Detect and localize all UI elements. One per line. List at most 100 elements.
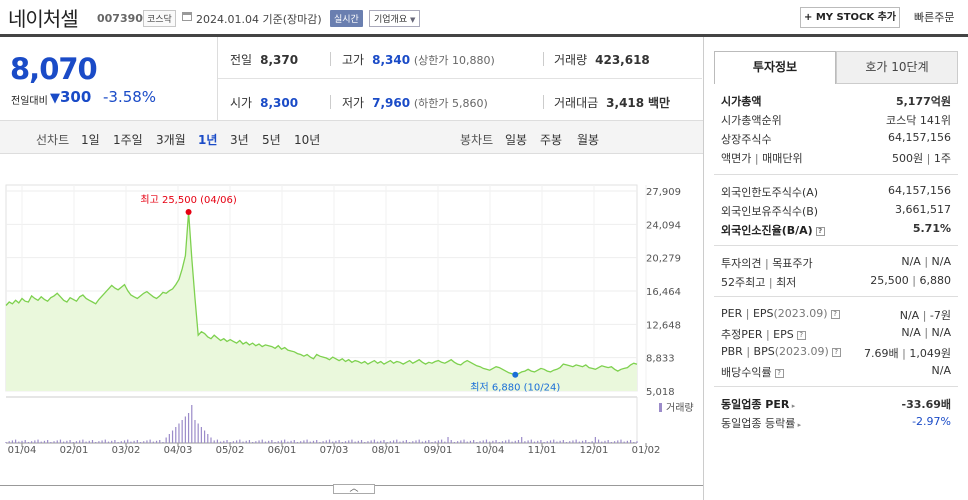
as-of-date: 2024.01.04 기준(장마감) — [196, 13, 322, 26]
help-icon[interactable]: ? — [830, 310, 840, 319]
volume-bar — [428, 440, 430, 443]
trade-value-unit: 백만 — [647, 96, 671, 110]
volume-bar — [264, 441, 267, 443]
market-badge: 코스닥 — [143, 10, 176, 27]
x-tick-label: 08/01 — [372, 445, 401, 456]
header-divider — [0, 34, 968, 37]
sector-per-row[interactable]: 동일업종 PER ▸ -33.69배 — [721, 396, 951, 412]
volume-bar — [434, 441, 436, 443]
bps-period: (2023.09) — [774, 345, 829, 358]
volume-bar — [155, 440, 158, 443]
volume-bar — [399, 441, 401, 443]
help-icon[interactable]: ? — [831, 348, 841, 357]
volume-bar — [98, 441, 100, 443]
unit-value: 1주 — [933, 152, 951, 165]
opinion-label: 투자의견 — [721, 257, 762, 270]
volume-bar — [79, 440, 81, 443]
w52-high-value: 25,500 — [870, 274, 909, 287]
period-1y[interactable]: 1년 — [198, 133, 218, 147]
low-marker — [512, 371, 519, 378]
candle-monthly[interactable]: 월봉 — [577, 133, 600, 147]
volume-bar — [578, 441, 580, 443]
low-label: 저가 — [342, 96, 365, 110]
down-triangle-icon: ▼ — [50, 91, 60, 106]
price-chart[interactable]: 27,909 24,094 20,279 16,464 12,648 8,833 5,018… — [0, 155, 703, 485]
volume-bar — [617, 440, 619, 443]
stock-name: 네이처셀 — [8, 7, 79, 31]
volume-bar — [146, 440, 148, 443]
calendar-icon — [182, 12, 192, 21]
volume-bar — [107, 441, 110, 443]
volume-bar — [59, 439, 62, 443]
volume-bar — [95, 442, 97, 443]
volume-bar — [325, 440, 327, 443]
tab-investment-info[interactable]: 투자정보 — [714, 51, 836, 84]
period-3y[interactable]: 3년 — [230, 133, 249, 147]
quick-order-link[interactable]: 빠른주문 — [914, 11, 955, 24]
volume-bar — [405, 440, 407, 443]
company-profile-dropdown[interactable]: 기업개요 ▼ — [369, 10, 421, 27]
volume-bar — [133, 440, 135, 443]
volume-bar — [5, 442, 7, 443]
period-1d[interactable]: 1일 — [81, 133, 100, 147]
period-1w[interactable]: 1주일 — [113, 133, 143, 147]
volume-bar — [274, 442, 276, 443]
target-label: 목표주가 — [772, 257, 813, 270]
volume-bar — [11, 440, 14, 443]
foreign-hold-label: 외국인보유주식수(B) — [721, 205, 819, 218]
my-stock-add-button[interactable]: + MY STOCK 추가 — [800, 7, 900, 28]
period-3m[interactable]: 3개월 — [156, 133, 186, 147]
price-change-value: 300 — [60, 88, 92, 106]
volume-label: 거래량 — [554, 53, 588, 67]
volume-bar — [242, 441, 244, 443]
volume-bar — [223, 440, 225, 443]
volume-bar — [572, 440, 574, 443]
open-label: 시가 — [230, 96, 253, 110]
candle-weekly[interactable]: 주봉 — [540, 133, 563, 147]
volume-bar — [447, 437, 449, 443]
volume-bar — [569, 441, 571, 443]
volume-bar — [485, 439, 488, 443]
volume-bar — [268, 440, 270, 443]
volume-bar — [63, 441, 65, 443]
dividend-label: 배당수익률 — [721, 366, 772, 379]
volume-bar — [626, 440, 628, 443]
collapse-button[interactable]: ︿ — [333, 484, 375, 494]
volume-bar — [466, 441, 468, 443]
foreign-limit-row: 외국인한도주식수(A) 64,157,156 — [721, 184, 951, 200]
period-5y[interactable]: 5년 — [262, 133, 281, 147]
volume-bar — [376, 441, 379, 443]
help-icon[interactable]: ? — [815, 227, 825, 236]
volume: 거래량 423,618 — [554, 51, 650, 68]
x-tick-label: 11/01 — [528, 445, 557, 456]
help-icon[interactable]: ? — [796, 331, 806, 340]
x-tick-label: 01/02 — [632, 445, 661, 456]
plus-icon: + — [803, 12, 816, 23]
par-unit-value: 500원 | 1주 — [892, 152, 951, 165]
volume-bar — [120, 441, 122, 443]
volume-bar — [597, 439, 600, 443]
y-tick-label: 27,909 — [646, 187, 681, 198]
period-10y[interactable]: 10년 — [294, 133, 321, 147]
opinion-row: 투자의견 | 목표주가 N/A | N/A — [721, 255, 951, 270]
x-tick-label: 04/03 — [164, 445, 193, 456]
price-stats: 전일 8,370 고가 8,340 (상한가 10,880) 거래량 423,618 … — [218, 37, 702, 120]
realtime-badge[interactable]: 실시간 — [330, 10, 363, 27]
volume-bar — [537, 440, 539, 443]
volume-bar — [271, 440, 273, 443]
volume-bar — [581, 440, 584, 443]
volume-bar — [194, 420, 196, 443]
candle-daily[interactable]: 일봉 — [505, 133, 528, 147]
tab-orderbook-10[interactable]: 호가 10단계 — [836, 51, 958, 84]
volume-bar — [130, 441, 132, 443]
volume-bar — [370, 440, 372, 443]
help-icon[interactable]: ? — [774, 369, 784, 378]
volume-bar — [380, 440, 382, 443]
eps-period: (2023.09) — [773, 307, 828, 320]
volume-bar — [53, 441, 55, 443]
bps-value: 1,049원 — [909, 347, 951, 360]
sector-per-value: -33.69배 — [901, 398, 951, 411]
sector-change-row[interactable]: 동일업종 등락률 ▸ -2.97% — [721, 415, 951, 431]
stats-divider — [218, 78, 702, 79]
trade-value-label: 거래대금 — [554, 96, 599, 110]
